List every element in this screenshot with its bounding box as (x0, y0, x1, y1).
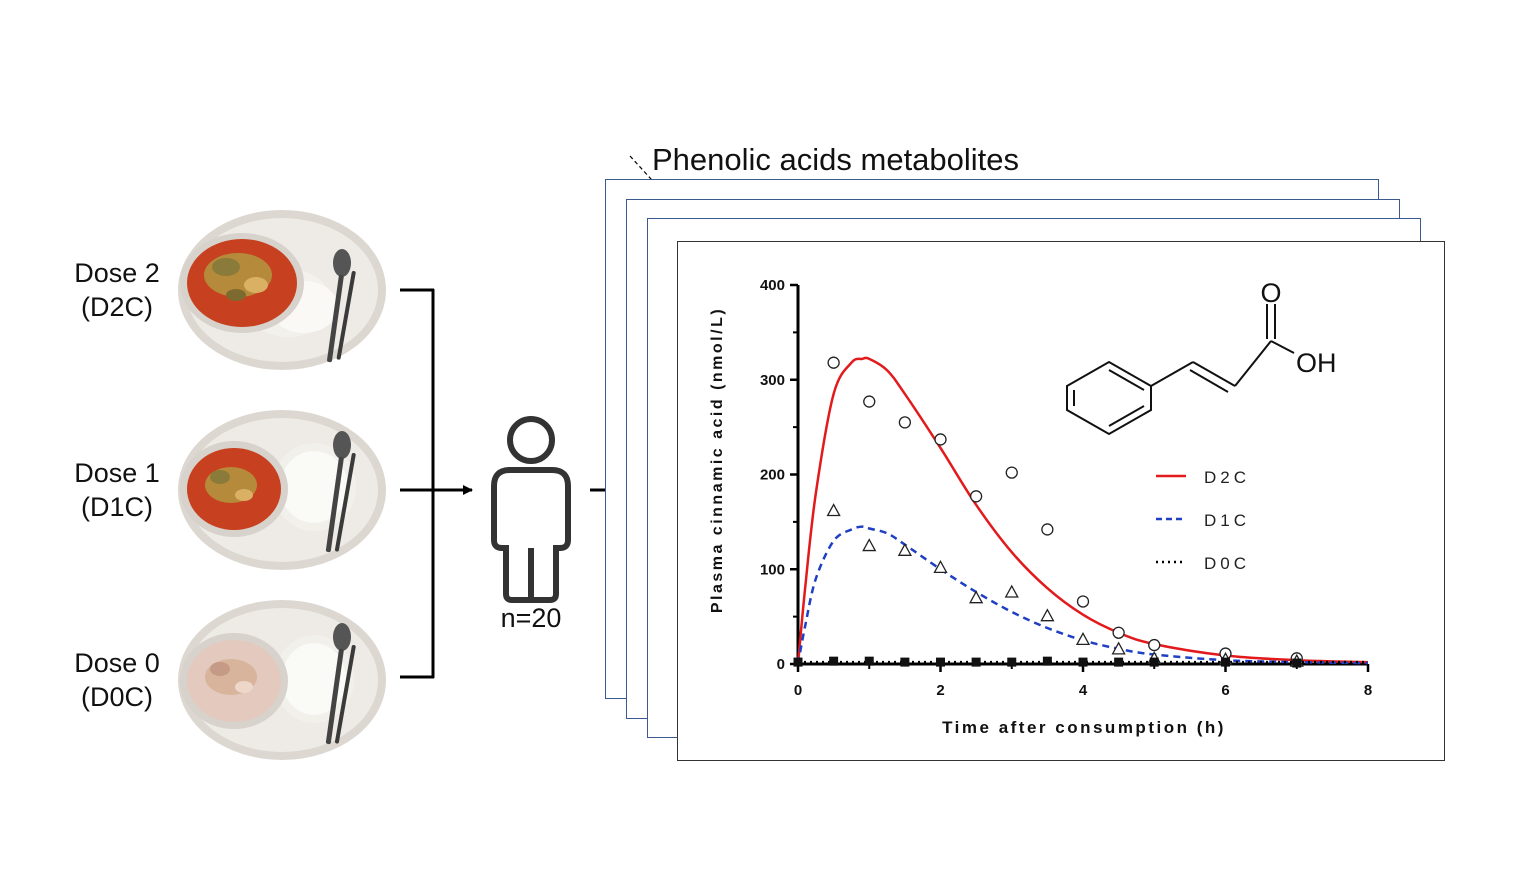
point-d2c (1112, 626, 1125, 639)
point-d0c (793, 657, 803, 667)
point-d1c (1075, 632, 1091, 646)
point-d0c (900, 657, 910, 667)
chart-legend: D2C D1C D0C (1156, 468, 1250, 573)
point-d2c (1005, 466, 1018, 479)
data-points (793, 356, 1304, 668)
plate-dose-2-image (178, 210, 386, 370)
point-d2c (827, 356, 840, 369)
point-d2c (969, 490, 983, 503)
dose-1-code: (D1C) (81, 492, 153, 522)
hydroxyl-label: OH (1296, 348, 1337, 378)
point-d2c (898, 416, 912, 429)
point-d0c (1292, 658, 1302, 668)
point-d1c (826, 503, 841, 517)
dose-1-label: Dose 1 (D1C) (52, 456, 182, 524)
x-tick-label: 8 (1364, 682, 1372, 699)
fit-curve-d2c (796, 356, 1369, 665)
y-tick-label: 200 (760, 467, 785, 484)
y-tick-label: 0 (777, 656, 785, 673)
participants-count: n=20 (500, 603, 562, 633)
panel-title: Phenolic acids metabolites (652, 142, 1020, 177)
dose-1-name: Dose 1 (74, 458, 160, 488)
x-tick-label: 0 (794, 682, 802, 699)
x-tick-label: 6 (1221, 682, 1229, 699)
x-axis-label: Time after consumption (h) (942, 718, 1226, 737)
point-d1c (933, 559, 948, 574)
chart-axes: 0 2 4 6 8 0 100 200 300 400 (760, 277, 1372, 699)
point-d0c (1114, 657, 1124, 667)
point-d0c (1221, 657, 1230, 667)
point-d1c (969, 590, 984, 604)
y-tick-label: 300 (760, 372, 785, 389)
point-d2c (863, 395, 876, 408)
point-d0c (936, 657, 945, 667)
point-d1c (897, 542, 912, 556)
point-d0c (864, 656, 874, 666)
point-d2c (934, 433, 947, 446)
point-d0c (971, 657, 981, 667)
person-icon (491, 416, 571, 603)
chart-panel: 0 2 4 6 8 0 100 200 300 400 Plasma cinnamic acid … (677, 241, 1445, 761)
carbonyl-oxygen-label: O (1260, 278, 1281, 308)
y-tick-label: 100 (760, 561, 785, 578)
dose-2-code: (D2C) (81, 292, 153, 322)
point-d0c (829, 656, 839, 666)
point-d0c (1042, 656, 1052, 666)
point-d1c (1111, 641, 1126, 655)
fit-curves (796, 356, 1369, 665)
point-d2c (1041, 523, 1054, 536)
legend-label-d1c: D1C (1204, 511, 1250, 530)
dose-0-code: (D0C) (81, 682, 153, 712)
cinnamic-acid-structure (1066, 304, 1295, 436)
point-d1c (1004, 584, 1019, 598)
point-d0c (1007, 657, 1017, 667)
plate-dose-1-image (178, 410, 386, 570)
point-d1c (1040, 608, 1055, 622)
y-axis-label: Plasma cinnamic acid (nmol/L) (709, 307, 726, 613)
x-tick-label: 2 (936, 682, 944, 699)
legend-label-d0c: D0C (1204, 554, 1250, 573)
point-d2c (1148, 638, 1161, 652)
legend-label-d2c: D2C (1204, 468, 1250, 487)
plate-dose-0-image (178, 600, 386, 760)
dose-2-label: Dose 2 (D2C) (52, 256, 182, 324)
x-tick-label: 4 (1079, 682, 1088, 699)
dose-0-name: Dose 0 (74, 648, 160, 678)
dose-bracket (400, 288, 435, 679)
dose-2-name: Dose 2 (74, 258, 160, 288)
point-d0c (1149, 657, 1159, 667)
point-d0c (1078, 657, 1088, 667)
dose-0-label: Dose 0 (D0C) (52, 646, 182, 714)
point-d1c (862, 538, 877, 552)
point-d2c (1076, 595, 1090, 608)
cinnamic-acid-chart: 0 2 4 6 8 0 100 200 300 400 Plasma cinnamic acid … (709, 277, 1372, 737)
y-tick-label: 400 (760, 277, 785, 294)
